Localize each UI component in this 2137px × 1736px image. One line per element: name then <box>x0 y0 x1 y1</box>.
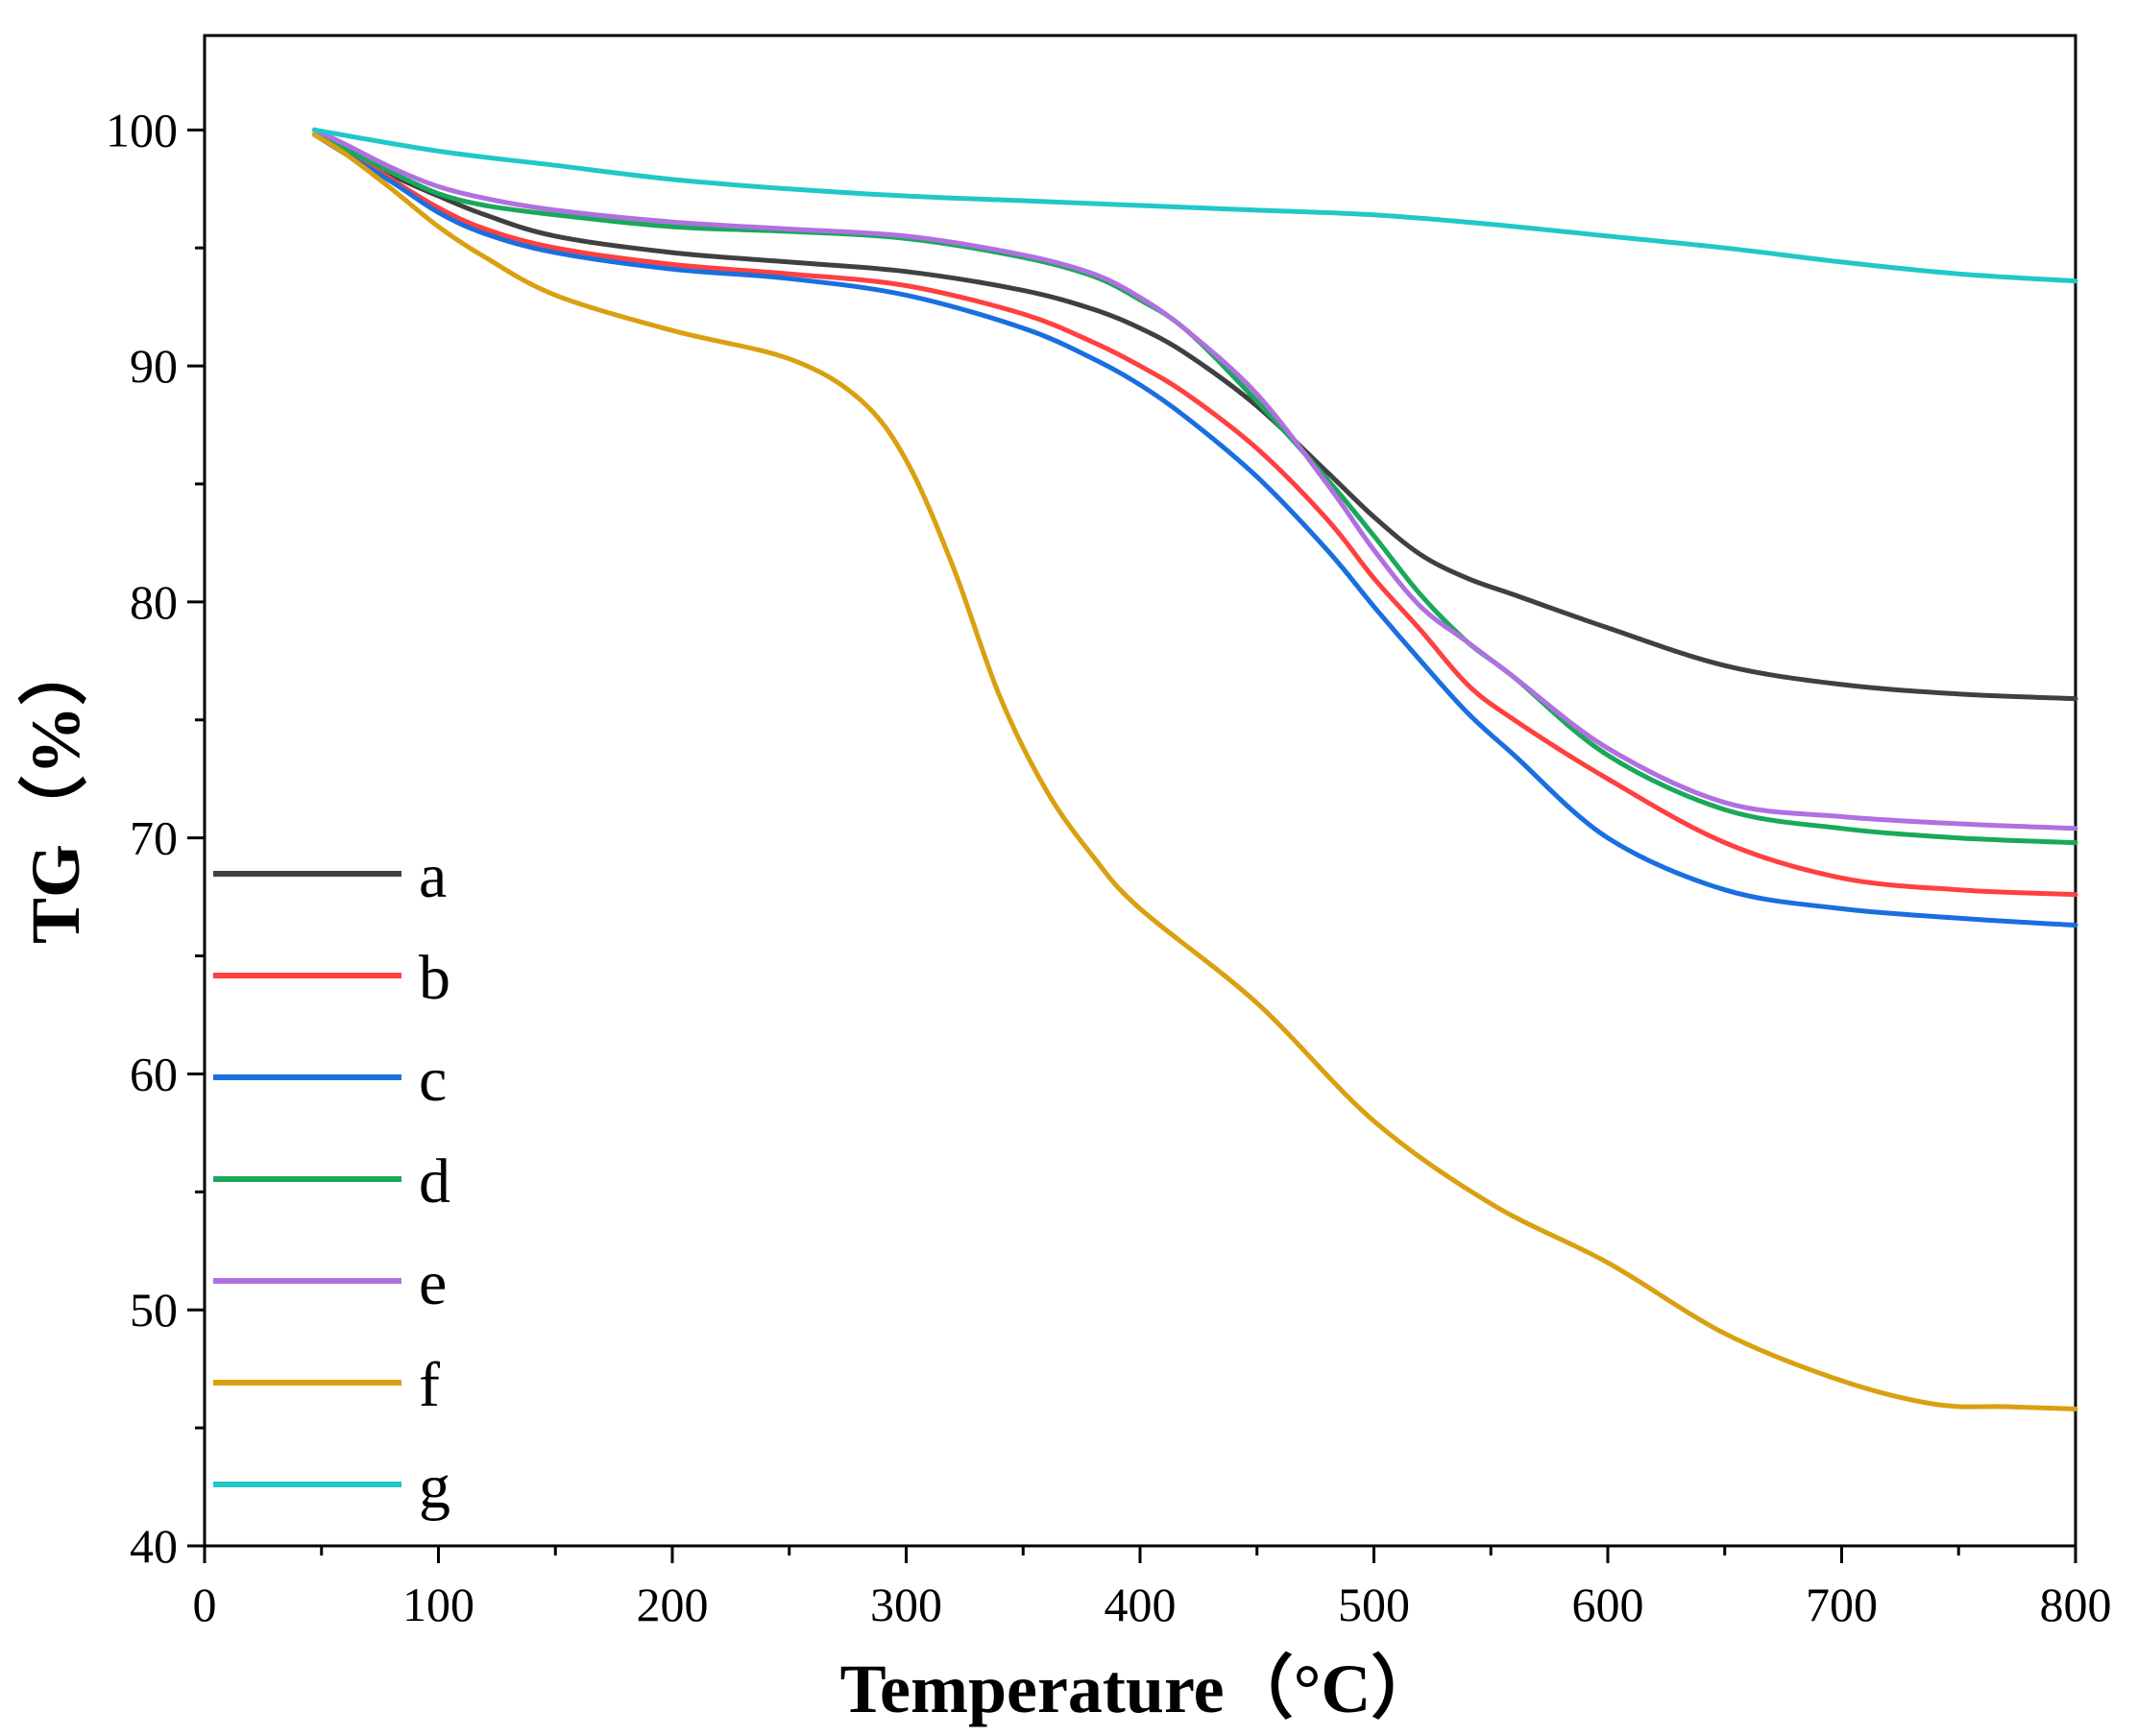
y-axis-title: TG（%） <box>17 637 94 944</box>
series-line-c <box>311 132 2078 928</box>
x-tick-label: 500 <box>1338 1578 1410 1631</box>
series-line-f <box>311 132 2078 1411</box>
x-tick-label: 100 <box>402 1578 474 1631</box>
legend-label-e: e <box>419 1248 447 1318</box>
legend-label-a: a <box>419 841 447 911</box>
x-tick-label: 0 <box>193 1578 217 1631</box>
series-line-a <box>311 127 2078 702</box>
y-tick-label: 60 <box>130 1047 178 1100</box>
legend-label-b: b <box>419 943 450 1013</box>
y-tick-label: 90 <box>130 339 178 393</box>
series-line-g <box>311 127 2078 284</box>
series-line-e <box>311 127 2078 832</box>
legend-label-d: d <box>419 1146 450 1217</box>
legend-label-f: f <box>419 1350 440 1420</box>
x-tick-label: 300 <box>870 1578 942 1631</box>
x-tick-label: 600 <box>1572 1578 1644 1631</box>
y-tick-label: 100 <box>106 103 178 157</box>
series-layer <box>311 127 2078 1411</box>
ticks-layer: 0 100 200 300 400 500 600 700 800 40 50 60 70 80 90 100 <box>106 103 2112 1631</box>
x-tick-label: 700 <box>1806 1578 1878 1631</box>
y-tick-label: 50 <box>130 1283 178 1337</box>
y-tick-label: 80 <box>130 575 178 629</box>
y-tick-label: 40 <box>130 1519 178 1573</box>
x-tick-label: 800 <box>2040 1578 2112 1631</box>
series-line-b <box>311 132 2078 898</box>
x-axis-title: Temperature（°C） <box>840 1651 1441 1727</box>
plot-frame <box>203 34 2077 1548</box>
x-tick-label: 200 <box>637 1578 709 1631</box>
legend-label-g: g <box>419 1452 450 1522</box>
legend-label-c: c <box>419 1045 447 1115</box>
y-tick-label: 70 <box>130 811 178 865</box>
x-tick-label: 400 <box>1105 1578 1177 1631</box>
